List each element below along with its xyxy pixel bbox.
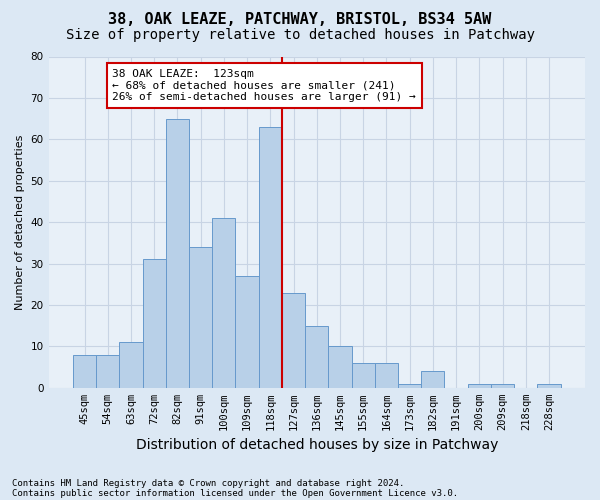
Bar (352, 363, 375, 388)
Text: Size of property relative to detached houses in Patchway: Size of property relative to detached ho… (65, 28, 535, 42)
Bar (96, 354, 119, 388)
Bar (491, 384, 514, 388)
Bar (73, 354, 96, 388)
X-axis label: Distribution of detached houses by size in Patchway: Distribution of detached houses by size … (136, 438, 498, 452)
Bar (235, 276, 259, 388)
Bar (421, 371, 445, 388)
Text: Contains HM Land Registry data © Crown copyright and database right 2024.: Contains HM Land Registry data © Crown c… (12, 478, 404, 488)
Bar (328, 346, 352, 388)
Text: Contains public sector information licensed under the Open Government Licence v3: Contains public sector information licen… (12, 488, 458, 498)
Bar (468, 384, 491, 388)
Bar (305, 326, 328, 388)
Bar (166, 118, 189, 388)
Y-axis label: Number of detached properties: Number of detached properties (15, 134, 25, 310)
Text: 38 OAK LEAZE:  123sqm
← 68% of detached houses are smaller (241)
26% of semi-det: 38 OAK LEAZE: 123sqm ← 68% of detached h… (112, 69, 416, 102)
Bar (189, 247, 212, 388)
Bar (212, 218, 235, 388)
Bar (398, 384, 421, 388)
Text: 38, OAK LEAZE, PATCHWAY, BRISTOL, BS34 5AW: 38, OAK LEAZE, PATCHWAY, BRISTOL, BS34 5… (109, 12, 491, 28)
Bar (119, 342, 143, 388)
Bar (143, 260, 166, 388)
Bar (375, 363, 398, 388)
Bar (259, 127, 282, 388)
Bar (538, 384, 560, 388)
Bar (282, 292, 305, 388)
